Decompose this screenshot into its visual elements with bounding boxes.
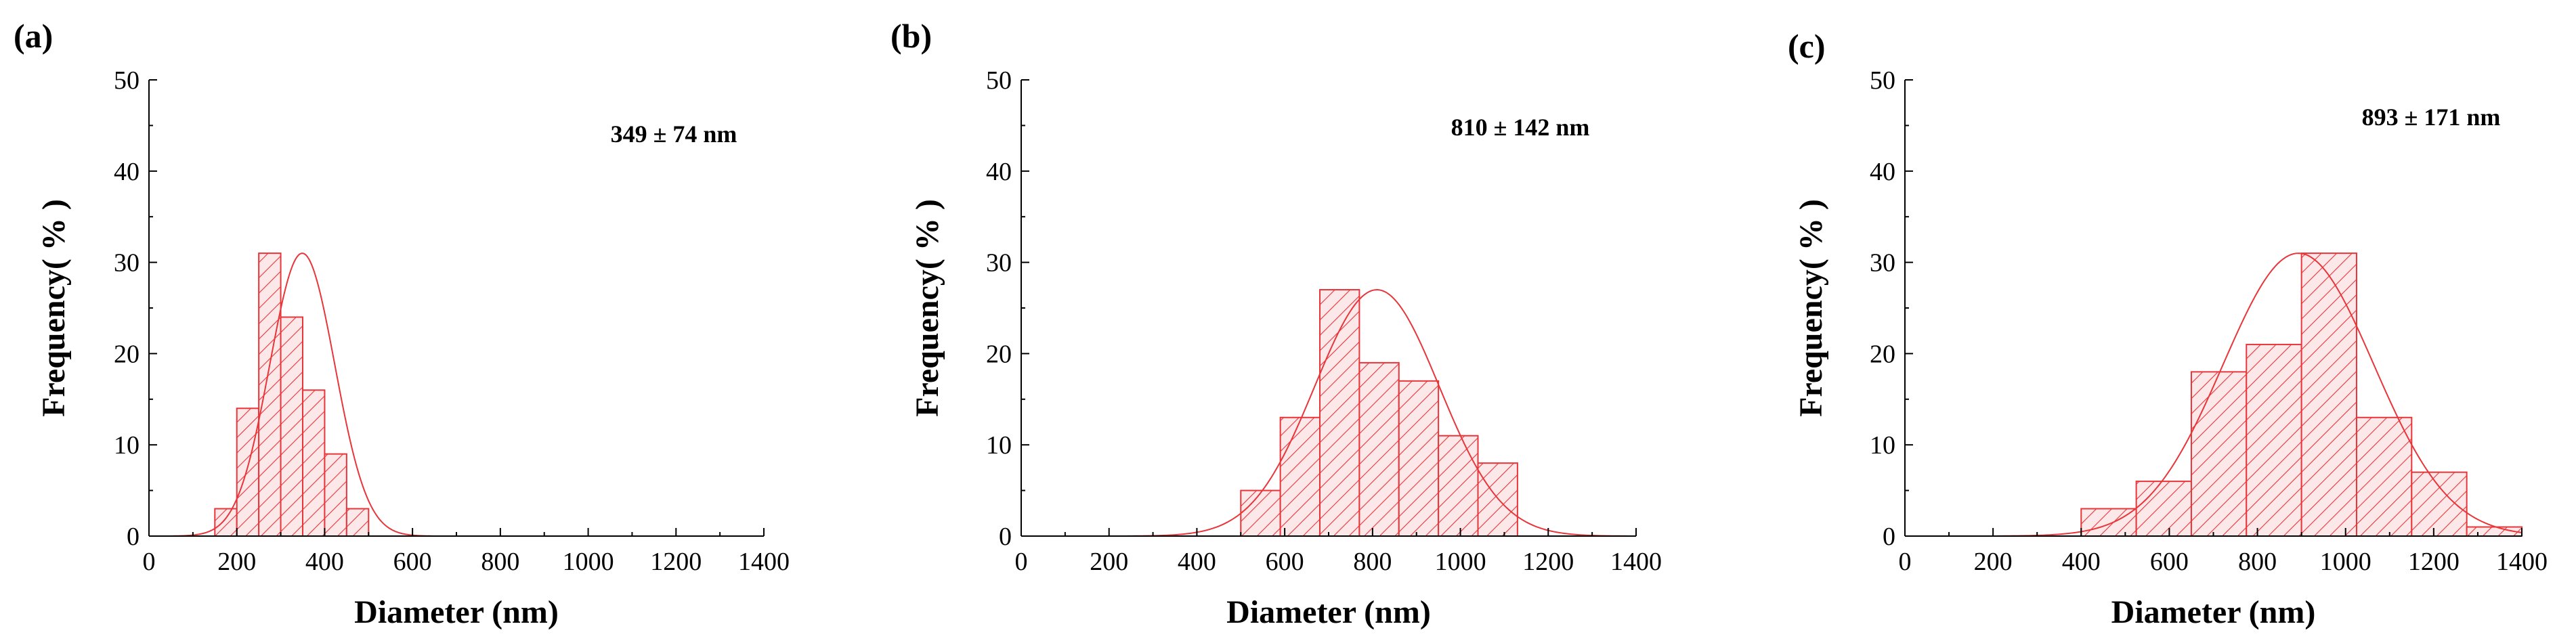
gaussian-fit-curve xyxy=(172,252,433,537)
histogram-bar xyxy=(258,252,282,537)
y-tick-label: 20 xyxy=(1870,340,1895,368)
y-tick-label: 0 xyxy=(127,523,139,551)
x-tick-label: 200 xyxy=(1974,548,2013,576)
x-tick-label: 800 xyxy=(2238,548,2277,576)
histogram-bar xyxy=(1279,416,1321,537)
mean-sd-annotation: 893 ± 171 nm xyxy=(2362,104,2501,131)
gaussian-fit-curve xyxy=(1996,252,2523,537)
y-tick-label: 30 xyxy=(986,249,1012,278)
histogram-bar xyxy=(214,508,238,537)
x-tick-label: 1200 xyxy=(2408,548,2460,576)
x-tick-label: 1200 xyxy=(1522,548,1574,576)
mean-sd-annotation: 349 ± 74 nm xyxy=(611,120,737,148)
y-tick-label: 40 xyxy=(114,158,139,186)
y-tick-label: 40 xyxy=(1870,158,1895,186)
histogram-bar xyxy=(2411,471,2468,537)
histogram-bar xyxy=(1477,462,1518,537)
histogram-panel: (b) 0 200 400 600 800 1000 1200 1400 0 10 20 30 40 50 D… xyxy=(890,17,1662,630)
x-tick-label: 1000 xyxy=(1435,548,1486,576)
histogram-bar xyxy=(324,453,347,537)
panel-label: (a) xyxy=(14,17,53,55)
histogram-bar xyxy=(280,316,304,537)
histogram-bar xyxy=(1358,361,1400,537)
x-tick-label: 1400 xyxy=(2496,548,2548,576)
y-tick-label: 30 xyxy=(1870,249,1895,278)
y-tick-label: 50 xyxy=(1870,66,1895,95)
x-tick-label: 800 xyxy=(481,548,519,576)
x-axis-title: Diameter (nm) xyxy=(354,594,559,630)
x-tick-label: 600 xyxy=(1266,548,1304,576)
histogram-panel: (c) 0 200 400 600 800 1000 1200 1400 0 10 20 30 40 50 D… xyxy=(1788,27,2548,630)
y-tick-label: 10 xyxy=(1870,431,1895,460)
y-tick-label: 10 xyxy=(114,431,139,460)
panel-label: (c) xyxy=(1788,27,1826,65)
histogram-bar xyxy=(236,407,260,537)
histogram-bar xyxy=(1398,380,1440,537)
x-tick-label: 1000 xyxy=(563,548,614,576)
x-tick-label: 0 xyxy=(1015,548,1028,576)
x-tick-label: 400 xyxy=(2062,548,2101,576)
x-axis-title: Diameter (nm) xyxy=(1226,594,1431,630)
histogram-bar xyxy=(2246,343,2302,537)
histogram-bar xyxy=(345,508,370,537)
y-tick-label: 50 xyxy=(114,66,139,95)
x-tick-label: 400 xyxy=(305,548,344,576)
histogram-panel: (a) 0 200 400 600 800 1000 1200 1400 0 10 20 30 40 50 D… xyxy=(14,17,790,630)
panel-label: (b) xyxy=(890,17,932,55)
y-tick-label: 40 xyxy=(986,158,1012,186)
x-axis-title: Diameter (nm) xyxy=(2111,594,2316,630)
x-tick-label: 1200 xyxy=(650,548,702,576)
x-tick-label: 400 xyxy=(1178,548,1216,576)
y-tick-label: 0 xyxy=(999,523,1012,551)
x-tick-label: 1400 xyxy=(1610,548,1662,576)
y-tick-label: 10 xyxy=(986,431,1012,460)
mean-sd-annotation: 810 ± 142 nm xyxy=(1451,114,1590,141)
histogram-bar xyxy=(2080,508,2137,537)
y-tick-label: 20 xyxy=(114,340,139,368)
x-tick-label: 200 xyxy=(217,548,256,576)
histogram-bar xyxy=(302,389,326,537)
histogram-bar xyxy=(2190,371,2248,537)
x-tick-label: 1000 xyxy=(2320,548,2371,576)
y-tick-label: 0 xyxy=(1883,523,1895,551)
x-tick-label: 0 xyxy=(1899,548,1912,576)
y-tick-label: 20 xyxy=(986,340,1012,368)
x-tick-label: 600 xyxy=(393,548,432,576)
histogram-bar xyxy=(2135,481,2192,537)
x-tick-label: 0 xyxy=(143,548,156,576)
histogram-bar xyxy=(1438,435,1479,537)
y-axis-title: Frequency( % ) xyxy=(36,199,72,417)
y-axis-title: Frequency( % ) xyxy=(1793,199,1829,417)
histogram-bar xyxy=(2355,416,2413,537)
histogram-bar xyxy=(1240,489,1281,537)
histogram-bar xyxy=(1319,289,1360,537)
gaussian-fit-curve xyxy=(1127,289,1627,537)
y-tick-label: 30 xyxy=(114,249,139,278)
y-axis-title: Frequency( % ) xyxy=(909,199,945,417)
x-tick-label: 600 xyxy=(2150,548,2189,576)
x-tick-label: 800 xyxy=(1353,548,1392,576)
x-tick-label: 200 xyxy=(1090,548,1128,576)
x-tick-label: 1400 xyxy=(738,548,790,576)
histogram-bar xyxy=(2300,252,2357,537)
y-tick-label: 50 xyxy=(986,66,1012,95)
